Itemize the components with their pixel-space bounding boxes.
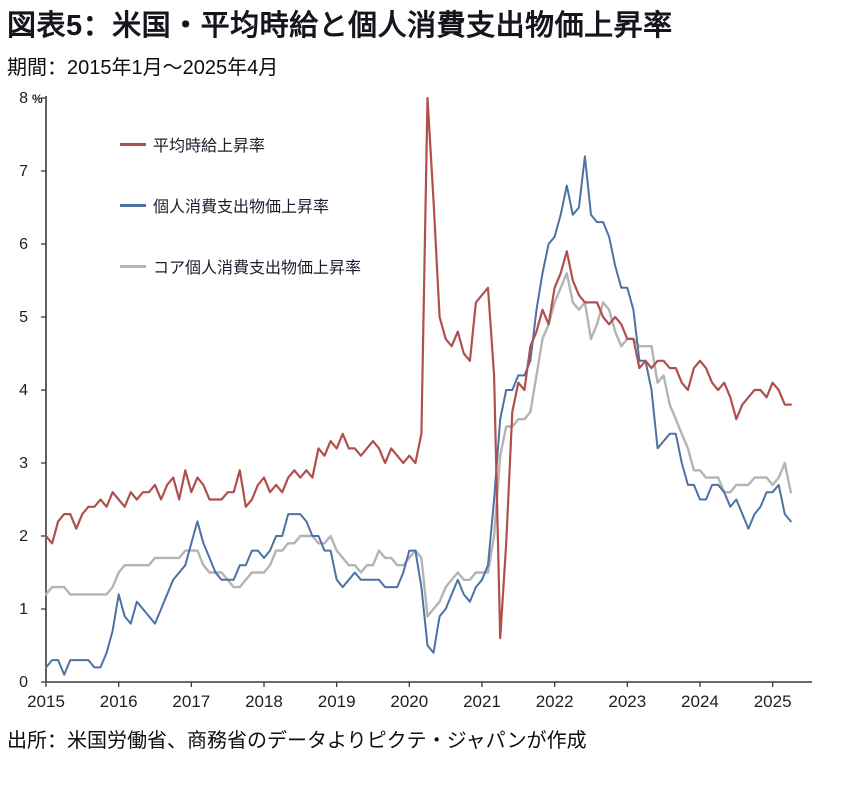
svg-text:2024: 2024 (681, 692, 719, 711)
line-chart: 0 1 2 3 4 5 6 7 8 % 2015 2016 2017 2018 2019 2020 2021 20… (19, 90, 812, 711)
svg-text:7: 7 (19, 163, 28, 180)
legend-label-core-pce: コア個人消費支出物価上昇率 (153, 260, 362, 278)
svg-text:4: 4 (19, 382, 28, 399)
chart-area: 0 1 2 3 4 5 6 7 8% 2015 2016 2017 2018 2019 2020 2021 20… (0, 82, 846, 724)
svg-text:5: 5 (19, 309, 28, 326)
svg-text:2023: 2023 (608, 692, 646, 711)
svg-text:1: 1 (19, 601, 28, 618)
svg-text:%: % (32, 92, 43, 106)
legend-item-core-pce: コア個人消費支出物価上昇率 (120, 254, 361, 278)
legend-swatch-core-pce (120, 264, 146, 268)
svg-text:2021: 2021 (463, 692, 501, 711)
svg-text:2022: 2022 (536, 692, 574, 711)
chart-legend: 平均時給上昇率 個人消費支出物価上昇率 コア個人消費支出物価上昇率 (120, 132, 361, 315)
svg-text:6: 6 (19, 236, 28, 253)
svg-text:2: 2 (19, 528, 28, 545)
svg-text:2017: 2017 (172, 692, 210, 711)
legend-label-pce: 個人消費支出物価上昇率 (153, 199, 330, 217)
svg-text:2018: 2018 (245, 692, 283, 711)
legend-label-wage: 平均時給上昇率 (153, 138, 266, 156)
svg-text:2015: 2015 (27, 692, 65, 711)
svg-text:2016: 2016 (100, 692, 138, 711)
legend-item-wage: 平均時給上昇率 (120, 132, 361, 156)
svg-text:3: 3 (19, 455, 28, 472)
svg-text:0: 0 (19, 674, 28, 691)
svg-text:2025: 2025 (754, 692, 792, 711)
figure-period: 期間：2015年1月～2025年4月 (7, 57, 279, 80)
legend-item-pce: 個人消費支出物価上昇率 (120, 193, 361, 217)
figure-title: 図表5：米国・平均時給と個人消費支出物価上昇率 (7, 10, 673, 42)
figure-source: 出所：米国労働省、商務省のデータよりピクテ・ジャパンが作成 (7, 730, 587, 753)
legend-swatch-pce (120, 203, 146, 207)
legend-swatch-wage (120, 142, 146, 146)
svg-text:8: 8 (19, 90, 28, 107)
svg-text:2020: 2020 (390, 692, 428, 711)
svg-text:2019: 2019 (318, 692, 356, 711)
